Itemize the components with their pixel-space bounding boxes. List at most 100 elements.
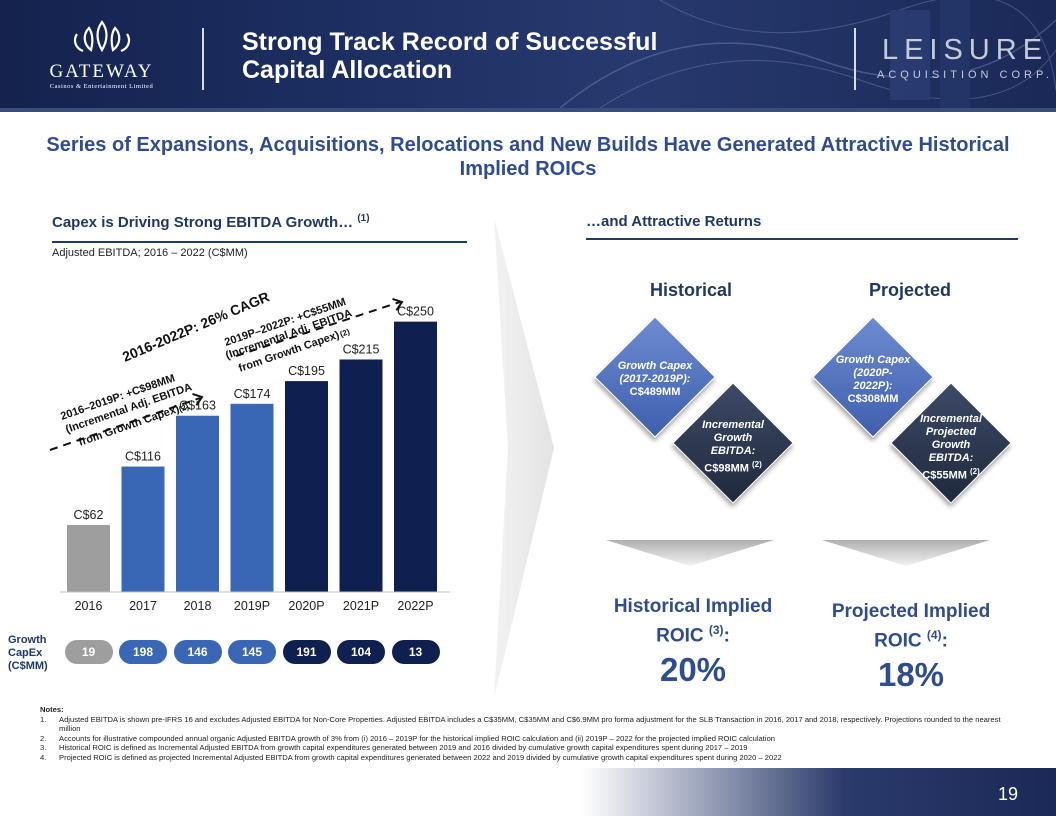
header-rule <box>0 108 1056 112</box>
bar-2016 <box>67 524 110 592</box>
capex-label-line-1: Growth <box>8 634 47 646</box>
hist-annotation-sup: (2) <box>178 402 190 414</box>
hist-growth-arrow-line <box>49 397 201 451</box>
proj-ebitda-text: Incremental Projected Growth EBITDA: C$5… <box>896 413 1006 483</box>
ebitda-bar-chart: C$622016C$1162017C$1632018C$1742019PC$19… <box>49 288 450 613</box>
note-text: Historical ROIC is defined as Incrementa… <box>59 743 748 752</box>
bar-2018 <box>176 415 219 592</box>
hist-capex-text: Growth Capex (2017-2019P): C$489MM <box>600 360 710 399</box>
proj-arrow-head-icon <box>392 297 404 311</box>
x-tick-2016: 2016 <box>75 599 103 613</box>
proj-capex-line-1: Growth Capex <box>835 354 911 366</box>
bar-2017 <box>121 466 165 592</box>
capex-pill: 13 <box>391 640 440 664</box>
note-text: Adjusted EBITDA is shown pre-IFRS 16 and… <box>59 714 1001 734</box>
hist-capex-line-2: (2017-2019P): <box>619 373 691 385</box>
x-tick-2022P: 2022P <box>397 599 433 613</box>
note-text: Projected ROIC is defined as projected I… <box>59 752 782 762</box>
x-tick-2017: 2017 <box>129 599 157 613</box>
left-section-title-sup: (1) <box>357 213 370 224</box>
data-label-2019P: C$174 <box>234 387 271 401</box>
chevron-arrow-icon <box>494 218 554 698</box>
bar-2021P <box>339 359 383 592</box>
leisure-logo: LEISURE ACQUISITION CORP. <box>877 34 1053 81</box>
hist-roic-line-2: ROIC <box>656 625 704 647</box>
proj-roic-sup: (4) <box>926 628 942 642</box>
proj-ebitda-line-2: Projected <box>925 426 977 438</box>
gateway-crest-icon <box>73 20 130 53</box>
capex-label-line-3: (C$MM) <box>8 660 48 672</box>
note-number: 3. <box>40 743 47 752</box>
hist-capex-line-3: C$489MM <box>629 386 681 398</box>
note-number: 1. <box>40 714 47 724</box>
projected-heading: Projected <box>869 280 952 300</box>
capex-label-line-2: CapEx <box>8 647 43 659</box>
header-divider-right <box>854 28 856 90</box>
proj-roic-block: Projected Implied ROIC (4): 18% <box>816 601 1006 695</box>
hist-roic-colon: : <box>723 625 730 647</box>
title-line-2: Capital Allocation <box>242 56 453 84</box>
page-number: 19 <box>997 784 1018 804</box>
note-number: 2. <box>40 733 47 743</box>
note-number: 4. <box>40 752 47 762</box>
proj-ebitda-sup: (2) <box>969 467 980 476</box>
hist-ebitda-text: Incremental Growth EBITDA: C$98MM (2) <box>678 419 788 476</box>
capex-pill: 146 <box>173 640 222 664</box>
note-item: 3. Historical ROIC is defined as Incremen… <box>40 743 1015 753</box>
data-label-2016: C$62 <box>74 508 104 522</box>
historical-heading: Historical <box>650 280 733 300</box>
bar-2019P <box>230 403 274 592</box>
proj-shadow-arrow <box>822 540 990 566</box>
x-tick-2019P: 2019P <box>234 599 270 613</box>
capex-pill: 198 <box>119 640 167 664</box>
data-label-2017: C$116 <box>125 450 161 464</box>
proj-ebitda-line-3: Growth <box>931 439 971 451</box>
page-title: Strong Track Record of Successful Capita… <box>242 28 742 84</box>
hist-roic-block: Historical Implied ROIC (3): 20% <box>598 596 788 690</box>
left-section-title: Capex is Driving Strong EBITDA Growth… (… <box>52 213 370 231</box>
capex-pill: 104 <box>337 640 385 664</box>
x-tick-2018: 2018 <box>184 599 212 613</box>
proj-ebitda-line-5: C$55MM <box>922 469 967 482</box>
bar-2020P <box>285 381 328 592</box>
leisure-logo-sub: ACQUISITION CORP. <box>877 69 1053 81</box>
slide-headline: Series of Expansions, Acquisitions, Relo… <box>46 134 1010 180</box>
capex-pill: 145 <box>228 640 276 664</box>
right-section-rule <box>586 238 1018 240</box>
proj-ebitda-line-4: EBITDA: <box>928 452 974 464</box>
note-text: Accounts for illustrative compounded ann… <box>59 733 776 743</box>
decorative-pattern <box>560 0 1056 108</box>
leisure-logo-name: LEISURE <box>881 34 1049 66</box>
hist-capex-line-1: Growth Capex <box>617 360 693 372</box>
left-section-rule <box>52 241 467 243</box>
data-label-2022P: C$250 <box>397 305 434 319</box>
x-tick-2021P: 2021P <box>343 599 379 613</box>
proj-roic-line-2: ROIC <box>874 630 922 652</box>
hist-ebitda-line-3: EBITDA: <box>710 445 756 457</box>
x-tick-2020P: 2020P <box>288 599 324 613</box>
gateway-logo-name: GATEWAY <box>49 61 154 82</box>
hist-roic-line-1: Historical Implied <box>613 596 773 617</box>
left-section-title-text: Capex is Driving Strong EBITDA Growth… <box>52 214 354 231</box>
notes-heading: Notes: <box>40 705 64 714</box>
note-item: 2. Accounts for illustrative compounded a… <box>40 734 1015 744</box>
footnotes: Notes: 1. Adjusted EBITDA is shown pre-IF… <box>40 705 1015 762</box>
hist-shadow-arrow <box>606 540 774 566</box>
hist-roic-sup: (3) <box>708 623 724 637</box>
proj-annotation-sup: (2) <box>339 327 351 339</box>
proj-capex-line-2: (2020P- <box>853 367 893 379</box>
hist-ebitda-sup: (2) <box>751 460 762 469</box>
proj-capex-line-4: C$308MM <box>847 393 899 405</box>
proj-capex-line-3: 2022P): <box>853 380 893 392</box>
hist-arrow-head-icon <box>192 392 204 406</box>
proj-roic-value: 18% <box>877 656 945 694</box>
gateway-logo: GATEWAY Casinos & Entertainment Limited <box>34 20 169 95</box>
footer-band <box>0 768 1056 816</box>
header-divider-left <box>202 28 204 90</box>
header-banner: GATEWAY Casinos & Entertainment Limited … <box>0 0 1056 108</box>
hist-ebitda-line-1: Incremental <box>702 419 764 431</box>
proj-growth-arrow-line <box>235 301 401 357</box>
capex-pill: 191 <box>282 640 331 664</box>
note-item: 4. Projected ROIC is defined as projected… <box>40 753 1015 763</box>
data-label-2020P: C$195 <box>288 364 325 378</box>
